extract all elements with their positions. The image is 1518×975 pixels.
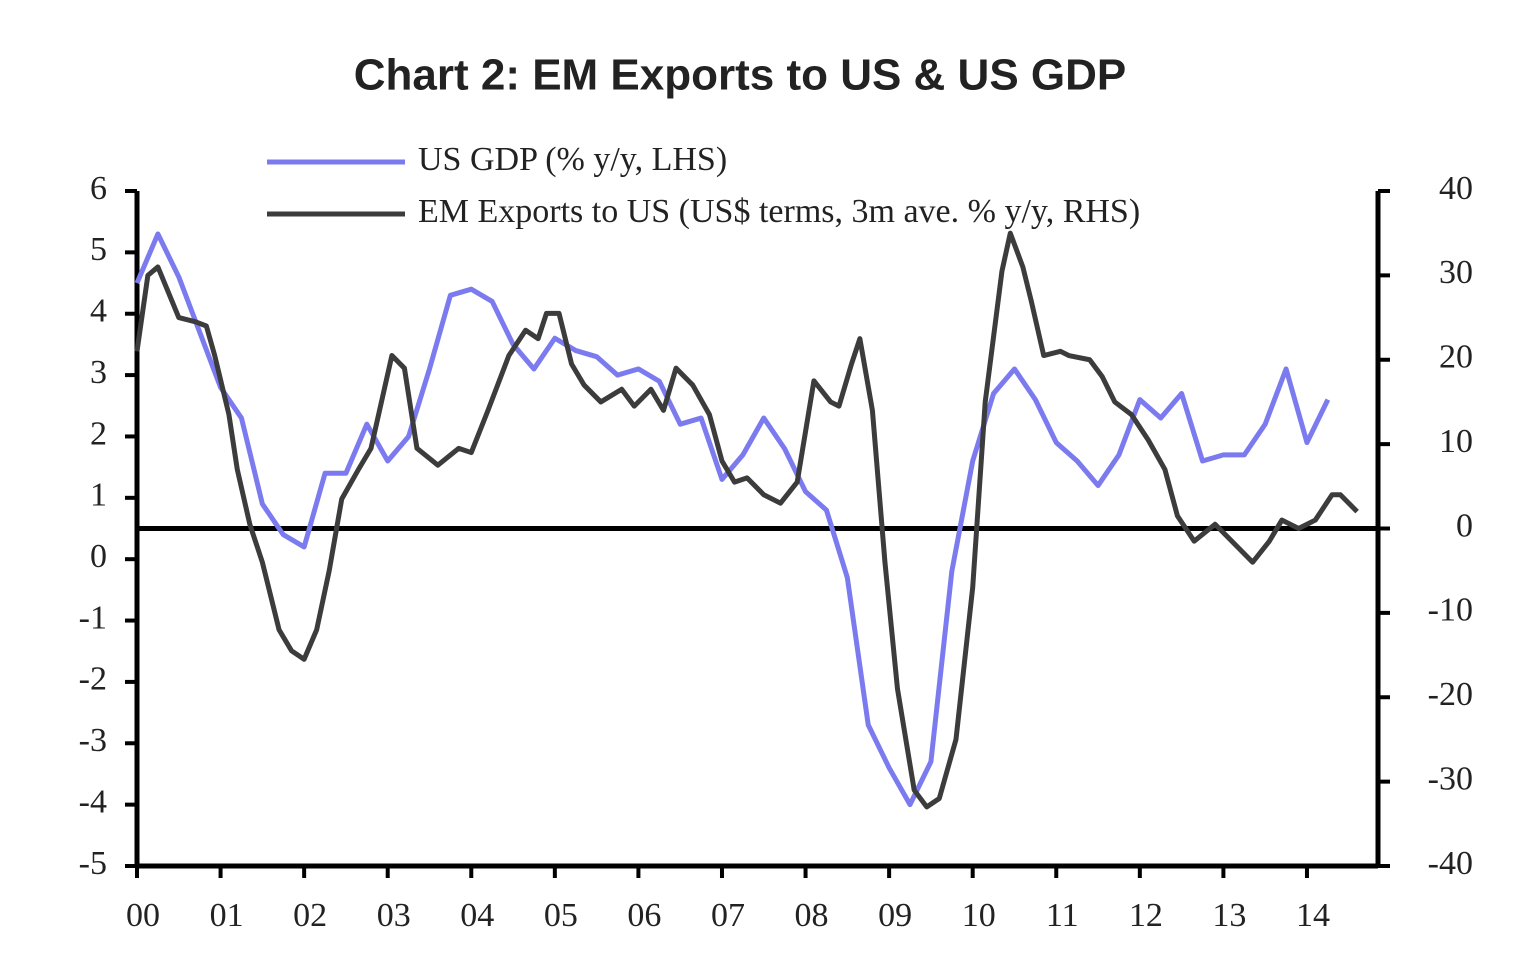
legend: US GDP (% y/y, LHS) EM Exports to US (US$… [267, 141, 1140, 230]
y2-tick-label: 10 [1439, 423, 1473, 460]
series-line [134, 231, 1331, 808]
legend-label: EM Exports to US (US$ terms, 3m ave. % y… [418, 193, 1140, 230]
x-tick-label: 01 [210, 897, 244, 934]
y-tick-label: 3 [90, 354, 107, 391]
x-tick-label: 09 [878, 897, 912, 934]
x-tick-label: 07 [711, 897, 745, 934]
y-tick-label: 1 [90, 477, 107, 514]
y2-tick-label: 40 [1439, 170, 1473, 207]
x-tick-label: 05 [544, 897, 578, 934]
x-tick-label: 10 [962, 897, 996, 934]
x-tick-label: 14 [1296, 897, 1330, 934]
y2-tick-label: 0 [1456, 507, 1473, 544]
y-tick-label: -1 [79, 599, 107, 636]
series-line [134, 230, 1359, 810]
y-tick-label: -2 [79, 661, 107, 698]
y-tick-label: -5 [79, 845, 107, 882]
x-tick-label: 13 [1212, 897, 1246, 934]
y-tick-label: 0 [90, 538, 107, 575]
y-tick-label: 6 [90, 170, 107, 207]
y2-tick-label: 20 [1439, 339, 1473, 376]
y-tick-label: 5 [90, 231, 107, 268]
x-tick-label: 04 [460, 897, 494, 934]
x-tick-label: 12 [1129, 897, 1163, 934]
y-tick-label: 2 [90, 415, 107, 452]
y-tick-label: -3 [79, 722, 107, 759]
y2-tick-label: -10 [1428, 592, 1473, 629]
x-tick-label: 11 [1046, 897, 1079, 934]
legend-label: US GDP (% y/y, LHS) [418, 141, 727, 178]
x-tick-label: 03 [377, 897, 411, 934]
y2-tick-label: 30 [1439, 254, 1473, 291]
y2-tick-label: -20 [1428, 676, 1473, 713]
x-tick-label: 08 [795, 897, 829, 934]
x-tick-label: 02 [293, 897, 327, 934]
y-tick-label: 4 [90, 293, 107, 330]
chart-title: Chart 2: EM Exports to US & US GDP [354, 51, 1127, 100]
x-tick-label: 06 [627, 897, 661, 934]
y2-tick-label: -40 [1428, 845, 1473, 882]
y2-tick-label: -30 [1428, 760, 1473, 797]
x-tick-label: 00 [126, 897, 160, 934]
y-tick-label: -4 [79, 783, 107, 820]
